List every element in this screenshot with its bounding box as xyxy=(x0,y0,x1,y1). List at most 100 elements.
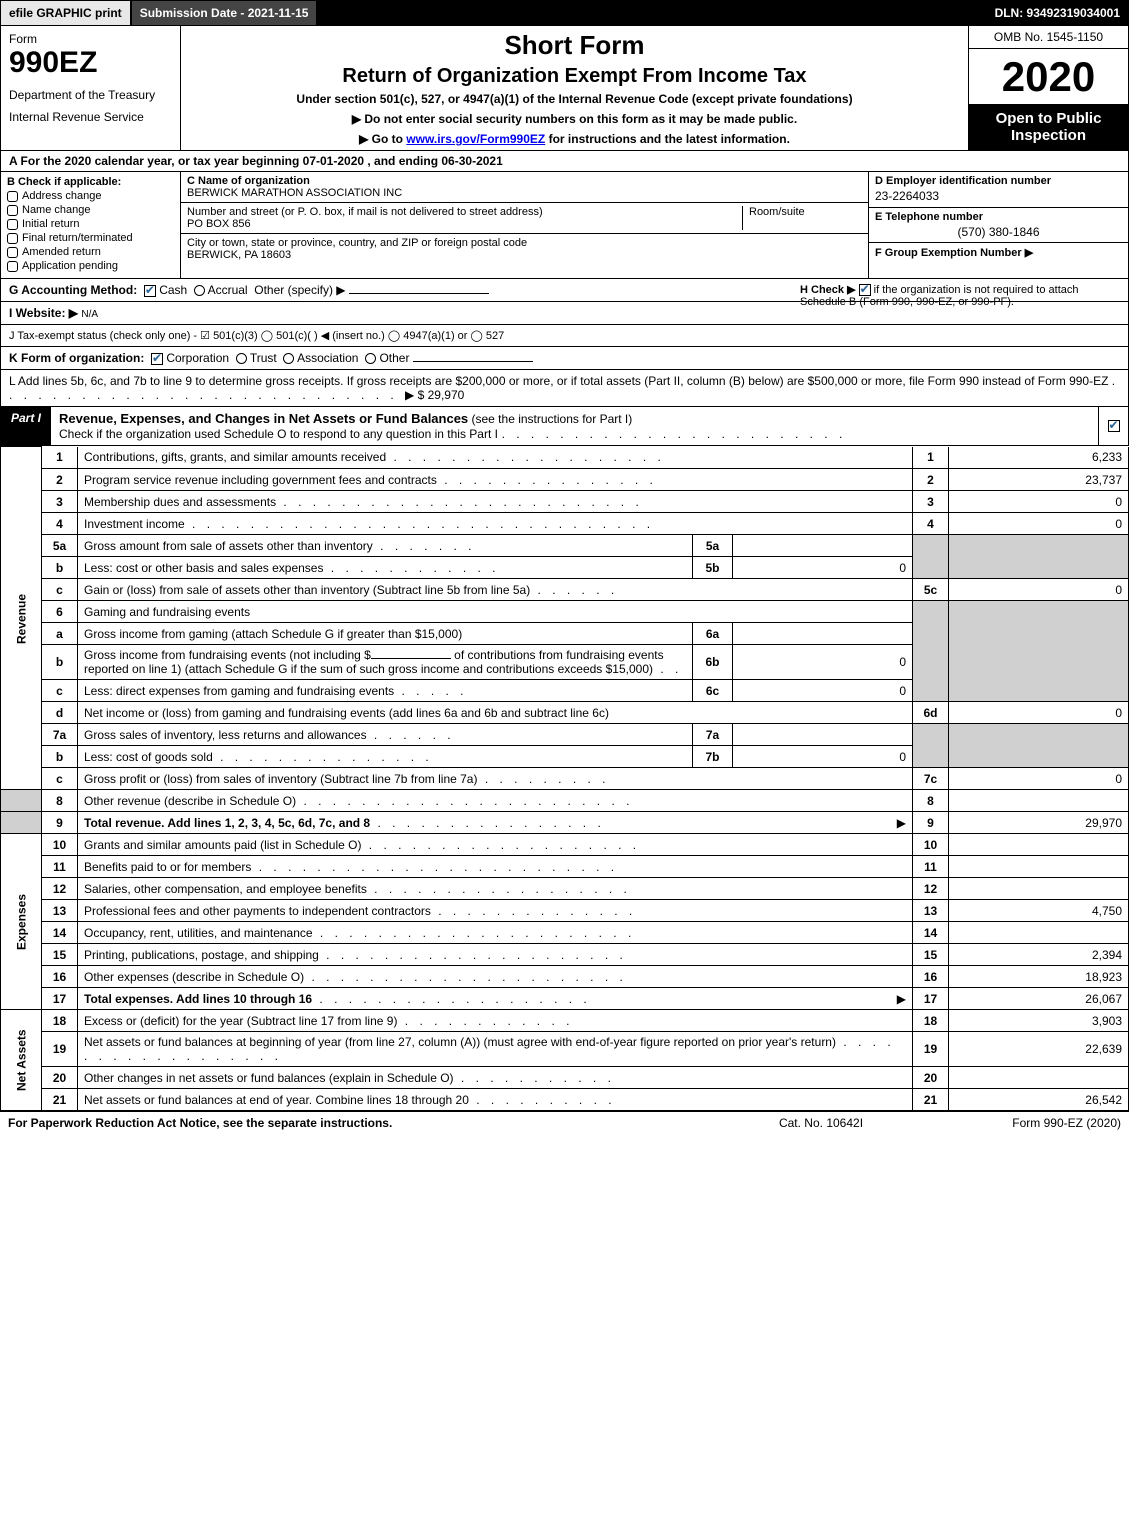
line-i: I Website: ▶ N/A xyxy=(0,302,1129,325)
line-k: K Form of organization: Corporation Trus… xyxy=(0,347,1129,370)
part1-title: Revenue, Expenses, and Changes in Net As… xyxy=(51,407,1098,445)
d-row: D Employer identification number 23-2264… xyxy=(869,172,1128,208)
row-10: Expenses 10 Grants and similar amounts p… xyxy=(1,834,1129,856)
row-7a: 7a Gross sales of inventory, less return… xyxy=(1,724,1129,746)
vlabel-netassets: Net Assets xyxy=(1,1010,42,1111)
form-number: 990EZ xyxy=(9,46,172,80)
block-b: B Check if applicable: Address change Na… xyxy=(1,172,181,278)
f-label: F Group Exemption Number ▶ xyxy=(875,246,1122,259)
header-row: Form 990EZ Department of the Treasury In… xyxy=(0,26,1129,151)
arrow2-suffix: for instructions and the latest informat… xyxy=(545,132,790,146)
row-20: 20 Other changes in net assets or fund b… xyxy=(1,1067,1129,1089)
c-name-label: C Name of organization xyxy=(187,175,402,187)
city-label: City or town, state or province, country… xyxy=(187,237,527,249)
row-15: 15 Printing, publications, postage, and … xyxy=(1,944,1129,966)
row-18: Net Assets 18 Excess or (deficit) for th… xyxy=(1,1010,1129,1032)
block-c: C Name of organization BERWICK MARATHON … xyxy=(181,172,868,278)
row-17: 17 Total expenses. Add lines 10 through … xyxy=(1,988,1129,1010)
topbar-spacer xyxy=(318,1,986,25)
footer-left: For Paperwork Reduction Act Notice, see … xyxy=(8,1116,721,1130)
city-val: BERWICK, PA 18603 xyxy=(187,249,527,261)
row-1: Revenue 1 Contributions, gifts, grants, … xyxy=(1,447,1129,469)
row-8: 8 Other revenue (describe in Schedule O)… xyxy=(1,790,1129,812)
chk-name-change[interactable]: Name change xyxy=(7,204,174,216)
dept-irs: Internal Revenue Service xyxy=(9,110,172,124)
row-13: 13 Professional fees and other payments … xyxy=(1,900,1129,922)
top-bar: efile GRAPHIC print Submission Date - 20… xyxy=(0,0,1129,26)
tax-year: 2020 xyxy=(969,49,1128,104)
d-label: D Employer identification number xyxy=(875,175,1122,187)
chk-amended-return[interactable]: Amended return xyxy=(7,246,174,258)
arrow-line-1: ▶ Do not enter social security numbers o… xyxy=(189,112,960,126)
row-5c: c Gain or (loss) from sale of assets oth… xyxy=(1,579,1129,601)
org-name: BERWICK MARATHON ASSOCIATION INC xyxy=(187,187,402,199)
form-word: Form xyxy=(9,32,172,46)
f-row: F Group Exemption Number ▶ xyxy=(869,243,1128,278)
submission-date-button[interactable]: Submission Date - 2021-11-15 xyxy=(132,1,319,25)
e-row: E Telephone number (570) 380-1846 xyxy=(869,208,1128,244)
header-center: Short Form Return of Organization Exempt… xyxy=(181,26,968,150)
line-g-h: G Accounting Method: Cash Accrual Other … xyxy=(0,279,1129,302)
line-j: J Tax-exempt status (check only one) - ☑… xyxy=(0,325,1129,347)
chk-trust[interactable] xyxy=(236,353,247,364)
row-12: 12 Salaries, other compensation, and emp… xyxy=(1,878,1129,900)
k-label: K Form of organization: xyxy=(9,351,144,365)
row-14: 14 Occupancy, rent, utilities, and maint… xyxy=(1,922,1129,944)
chk-part1-schedule-o[interactable] xyxy=(1108,420,1120,432)
ein-value: 23-2264033 xyxy=(875,189,1122,203)
footer-form-ref: Form 990-EZ (2020) xyxy=(921,1116,1121,1130)
l-amount: 29,970 xyxy=(428,388,465,402)
line-a: A For the 2020 calendar year, or tax yea… xyxy=(0,151,1129,172)
chk-h[interactable] xyxy=(859,284,871,296)
i-label: I Website: ▶ xyxy=(9,306,78,320)
part1-checkline: Check if the organization used Schedule … xyxy=(59,427,498,441)
c-addr-row: Number and street (or P. O. box, if mail… xyxy=(181,203,868,234)
arrow-line-2: ▶ Go to www.irs.gov/Form990EZ for instru… xyxy=(189,132,960,146)
chk-final-return[interactable]: Final return/terminated xyxy=(7,232,174,244)
title-return: Return of Organization Exempt From Incom… xyxy=(189,65,960,88)
chk-corporation[interactable] xyxy=(151,353,163,365)
title-short-form: Short Form xyxy=(189,30,960,61)
row-19: 19 Net assets or fund balances at beginn… xyxy=(1,1032,1129,1067)
form-table: Revenue 1 Contributions, gifts, grants, … xyxy=(0,446,1129,1111)
row-4: 4 Investment income . . . . . . . . . . … xyxy=(1,513,1129,535)
part1-header: Part I Revenue, Expenses, and Changes in… xyxy=(0,407,1129,446)
g-label: G Accounting Method: xyxy=(9,283,137,297)
chk-initial-return[interactable]: Initial return xyxy=(7,218,174,230)
page-footer: For Paperwork Reduction Act Notice, see … xyxy=(0,1111,1129,1134)
b-label: B Check if applicable: xyxy=(7,176,174,188)
vlabel-revenue: Revenue xyxy=(1,447,42,790)
vlabel-expenses: Expenses xyxy=(1,834,42,1010)
efile-print-button[interactable]: efile GRAPHIC print xyxy=(1,1,132,25)
part1-label: Part I xyxy=(1,407,51,445)
row-2: 2 Program service revenue including gove… xyxy=(1,469,1129,491)
row-9: 9 Total revenue. Add lines 1, 2, 3, 4, 5… xyxy=(1,812,1129,834)
row-7c: c Gross profit or (loss) from sales of i… xyxy=(1,768,1129,790)
arrow2-prefix: ▶ Go to xyxy=(359,132,406,146)
chk-address-change[interactable]: Address change xyxy=(7,190,174,202)
phone-value: (570) 380-1846 xyxy=(875,225,1122,239)
l-text: L Add lines 5b, 6c, and 7b to line 9 to … xyxy=(9,374,1108,388)
chk-accrual[interactable] xyxy=(194,285,205,296)
row-6: 6 Gaming and fundraising events xyxy=(1,601,1129,623)
row-6d: d Net income or (loss) from gaming and f… xyxy=(1,702,1129,724)
chk-cash[interactable] xyxy=(144,285,156,297)
l-amt-prefix: ▶ $ xyxy=(405,388,428,402)
addr-label: Number and street (or P. O. box, if mail… xyxy=(187,206,742,218)
block-def: D Employer identification number 23-2264… xyxy=(868,172,1128,278)
open-to-public: Open to Public Inspection xyxy=(969,104,1128,150)
row-16: 16 Other expenses (describe in Schedule … xyxy=(1,966,1129,988)
row-3: 3 Membership dues and assessments . . . … xyxy=(1,491,1129,513)
chk-other-org[interactable] xyxy=(365,353,376,364)
row-11: 11 Benefits paid to or for members . . .… xyxy=(1,856,1129,878)
irs-link[interactable]: www.irs.gov/Form990EZ xyxy=(406,132,545,146)
website-val: N/A xyxy=(81,309,98,320)
header-right: OMB No. 1545-1150 2020 Open to Public In… xyxy=(968,26,1128,150)
omb-number: OMB No. 1545-1150 xyxy=(969,26,1128,49)
chk-application-pending[interactable]: Application pending xyxy=(7,260,174,272)
addr-val: PO BOX 856 xyxy=(187,218,742,230)
dept-treasury: Department of the Treasury xyxy=(9,88,172,102)
c-city-row: City or town, state or province, country… xyxy=(181,234,868,278)
chk-association[interactable] xyxy=(283,353,294,364)
footer-cat-no: Cat. No. 10642I xyxy=(721,1116,921,1130)
